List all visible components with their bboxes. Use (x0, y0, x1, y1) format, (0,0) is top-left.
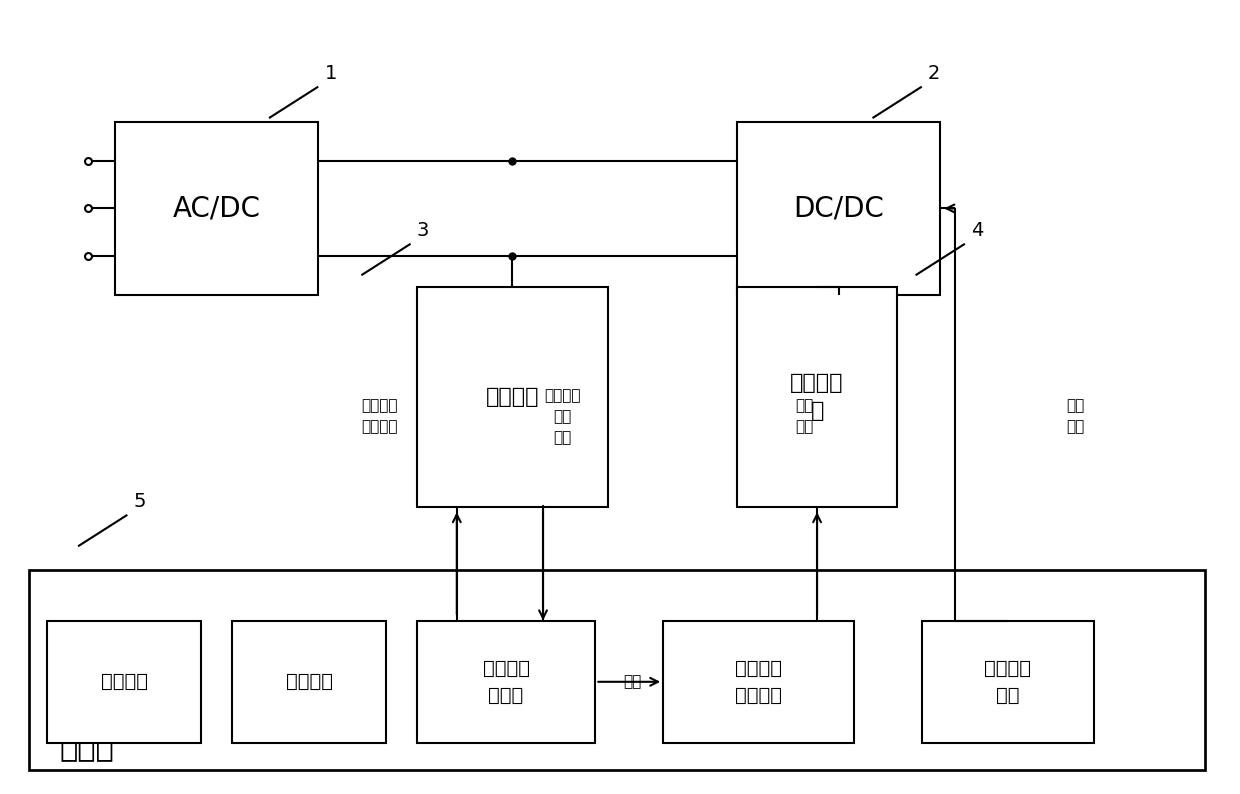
Text: 上位机: 上位机 (60, 734, 114, 762)
Bar (663, 621, 854, 742)
Bar (47, 621, 201, 742)
Bar (115, 122, 319, 295)
Text: 整车动力
学模型: 整车动力 学模型 (482, 659, 529, 704)
Text: 电池
电压: 电池 电压 (1066, 399, 1085, 434)
Text: DC/DC: DC/DC (794, 195, 884, 222)
Text: 数据记录: 数据记录 (285, 673, 332, 692)
Text: AC/DC: AC/DC (172, 195, 260, 222)
Text: 车速: 车速 (624, 674, 641, 689)
Text: 3: 3 (417, 221, 429, 240)
Text: 1: 1 (325, 64, 337, 83)
Text: 电机控制
器: 电机控制 器 (790, 373, 843, 421)
Text: 虚拟电机: 虚拟电机 (486, 387, 539, 407)
Text: 负载转矩
转速约束: 负载转矩 转速约束 (362, 399, 398, 434)
Text: 2: 2 (928, 64, 940, 83)
Bar (417, 621, 595, 742)
Text: 5: 5 (134, 492, 146, 511)
Text: 转子位置
转速
转矩: 转子位置 转速 转矩 (544, 388, 580, 445)
Bar (737, 287, 897, 507)
Text: 工况和驾
驶员模型: 工况和驾 驶员模型 (735, 659, 782, 704)
Bar (29, 570, 1205, 770)
Text: 动力电池
模型: 动力电池 模型 (985, 659, 1032, 704)
Bar (921, 621, 1094, 742)
Text: 人机界面: 人机界面 (100, 673, 148, 692)
Text: 转矩
指令: 转矩 指令 (796, 399, 813, 434)
Bar (417, 287, 608, 507)
Bar (737, 122, 940, 295)
Bar (232, 621, 386, 742)
Text: 4: 4 (971, 221, 983, 240)
